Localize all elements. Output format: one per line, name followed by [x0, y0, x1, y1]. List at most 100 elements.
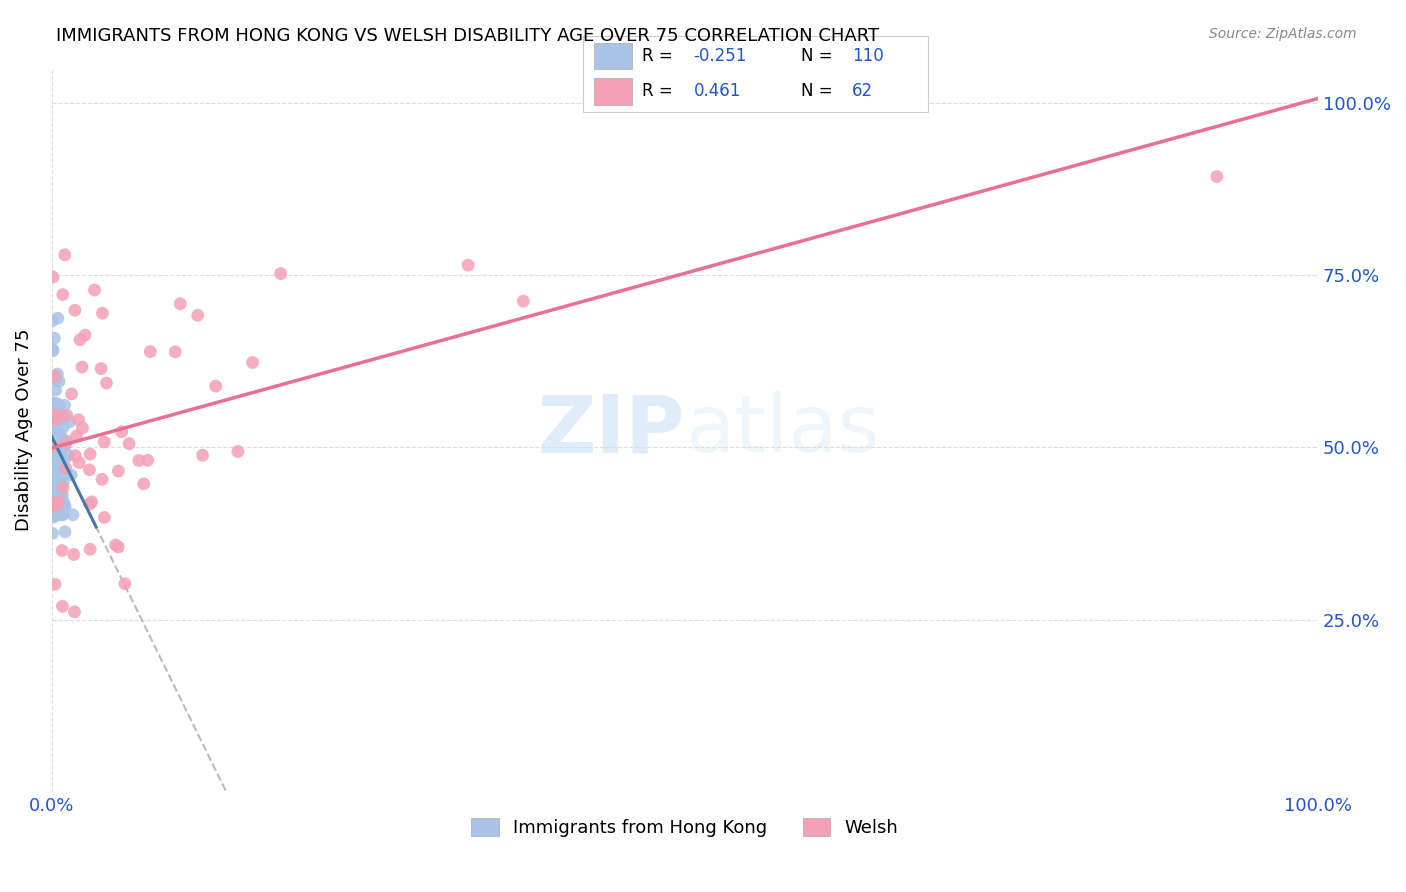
Point	[46, 367, 69, 381]
Point	[46, 413, 69, 427]
Point	[41, 526, 63, 541]
Point	[52, 494, 75, 508]
Point	[53, 467, 76, 481]
Point	[51, 508, 73, 522]
Point	[44, 368, 66, 383]
Point	[52, 410, 75, 425]
Point	[46, 425, 69, 440]
Point	[42, 474, 65, 488]
Point	[111, 425, 134, 439]
Point	[41, 422, 63, 436]
Point	[58, 415, 80, 429]
Point	[62, 548, 84, 562]
Point	[41, 371, 63, 385]
Point	[69, 333, 91, 347]
Point	[169, 297, 191, 311]
Point	[42, 474, 65, 488]
Point	[45, 456, 67, 470]
Point	[51, 488, 73, 502]
Point	[79, 447, 101, 461]
Point	[73, 328, 96, 343]
Point	[42, 423, 65, 437]
Point	[48, 398, 70, 412]
Point	[46, 311, 69, 326]
Point	[93, 510, 115, 524]
Point	[41, 411, 63, 425]
Text: atlas: atlas	[685, 392, 879, 469]
Point	[53, 440, 76, 454]
Point	[132, 476, 155, 491]
Point	[139, 344, 162, 359]
Legend: Immigrants from Hong Kong, Welsh: Immigrants from Hong Kong, Welsh	[464, 811, 905, 845]
Point	[41, 343, 63, 357]
Point	[55, 434, 77, 449]
Point	[512, 294, 534, 309]
Point	[42, 429, 65, 443]
Point	[93, 434, 115, 449]
Point	[49, 413, 72, 427]
Point	[45, 396, 67, 410]
Point	[44, 450, 66, 464]
Point	[46, 425, 69, 440]
Y-axis label: Disability Age Over 75: Disability Age Over 75	[15, 329, 32, 532]
Point	[128, 453, 150, 467]
Point	[45, 482, 67, 496]
Point	[55, 461, 77, 475]
Point	[70, 359, 93, 374]
FancyBboxPatch shape	[593, 43, 631, 69]
Point	[44, 438, 66, 452]
Text: N =: N =	[800, 82, 838, 101]
Point	[96, 376, 118, 390]
Point	[41, 434, 63, 448]
Point	[42, 397, 65, 411]
Point	[53, 398, 76, 412]
Point	[83, 283, 105, 297]
Point	[457, 258, 479, 272]
Point	[41, 445, 63, 459]
Point	[226, 444, 249, 458]
Point	[49, 462, 72, 476]
FancyBboxPatch shape	[593, 78, 631, 104]
Point	[52, 481, 75, 495]
Text: IMMIGRANTS FROM HONG KONG VS WELSH DISABILITY AGE OVER 75 CORRELATION CHART: IMMIGRANTS FROM HONG KONG VS WELSH DISAB…	[56, 27, 879, 45]
Point	[41, 466, 63, 480]
Point	[136, 453, 159, 467]
Point	[44, 434, 66, 448]
Point	[41, 409, 63, 423]
Point	[42, 499, 65, 513]
Point	[41, 405, 63, 419]
Point	[49, 475, 72, 489]
Point	[270, 267, 292, 281]
Point	[48, 495, 70, 509]
Point	[49, 486, 72, 500]
Point	[48, 375, 70, 389]
Text: R =: R =	[643, 82, 683, 101]
Point	[41, 421, 63, 435]
Point	[41, 443, 63, 458]
Point	[45, 461, 67, 475]
Point	[53, 411, 76, 425]
Point	[41, 510, 63, 524]
Point	[191, 448, 214, 462]
Point	[44, 489, 66, 503]
Text: 62: 62	[852, 82, 873, 101]
Point	[204, 379, 226, 393]
Point	[42, 425, 65, 440]
FancyBboxPatch shape	[583, 36, 928, 112]
Point	[187, 309, 209, 323]
Point	[51, 599, 73, 614]
Point	[53, 452, 76, 467]
Point	[44, 423, 66, 437]
Point	[44, 422, 66, 436]
Point	[91, 306, 114, 320]
Point	[41, 477, 63, 491]
Point	[118, 436, 141, 450]
Point	[79, 463, 101, 477]
Point	[42, 452, 65, 467]
Point	[55, 408, 77, 422]
Point	[52, 287, 75, 301]
Point	[53, 500, 76, 515]
Point	[42, 424, 65, 438]
Point	[45, 372, 67, 386]
Point	[52, 508, 75, 522]
